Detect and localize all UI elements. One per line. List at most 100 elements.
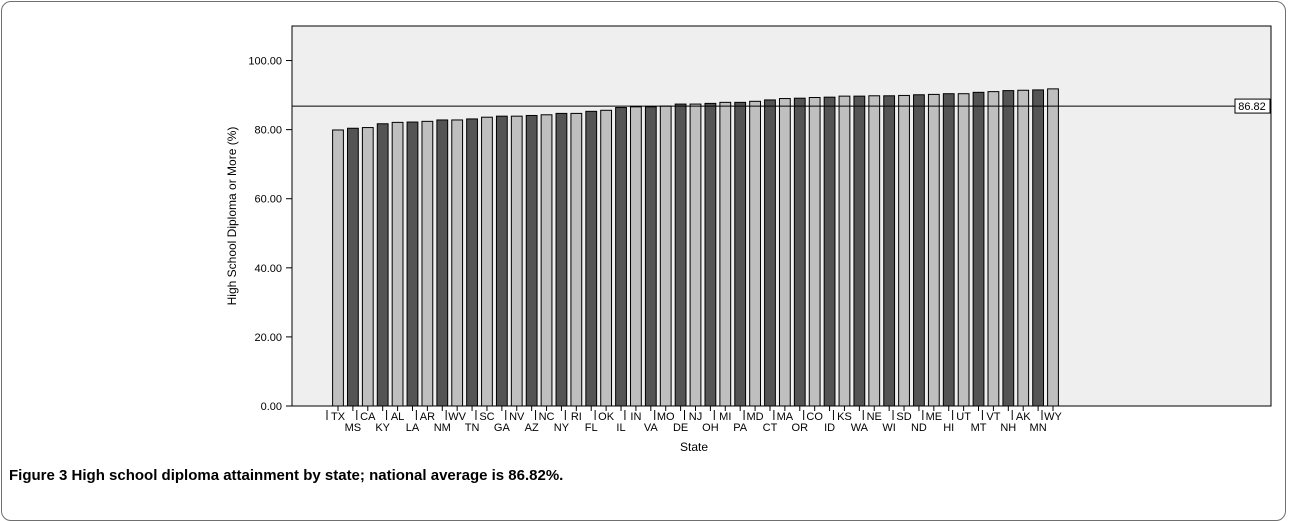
bar-AZ — [525, 114, 538, 407]
bar-KS — [838, 95, 851, 407]
y-tick-label: 60.00 — [254, 194, 282, 206]
bar-DE — [674, 103, 687, 407]
y-tick-label: 0.00 — [261, 401, 282, 413]
bar-WV — [451, 119, 464, 407]
x-tick-label: SC — [479, 411, 494, 423]
figure-caption: Figure 3 High school diploma attainment … — [9, 467, 563, 484]
x-tick-label: CO — [806, 411, 823, 423]
x-tick-label: OK — [598, 411, 615, 423]
bar-AR — [421, 120, 434, 407]
x-tick-label: ND — [911, 422, 927, 434]
x-tick-label: WY — [1044, 411, 1062, 423]
bar-CO — [808, 97, 821, 407]
x-tick-label: IL — [616, 422, 625, 434]
x-tick-label: MO — [657, 411, 675, 423]
bar-NH — [1002, 90, 1015, 407]
y-tick-label: 20.00 — [254, 332, 282, 344]
x-tick-label: MT — [971, 422, 987, 434]
bar-WI — [883, 95, 896, 407]
bar-AL — [391, 121, 404, 407]
x-tick-label: NJ — [689, 411, 702, 423]
x-tick-label: GA — [494, 422, 511, 434]
x-tick-label: FL — [585, 422, 598, 434]
x-tick-label: AL — [391, 411, 404, 423]
bar-MO — [659, 105, 672, 407]
x-tick-label: RI — [571, 411, 582, 423]
x-tick-label: AZ — [525, 422, 539, 434]
bar-TN — [466, 118, 478, 407]
x-tick-label: OR — [792, 422, 809, 434]
x-tick-label: NV — [509, 411, 525, 423]
x-tick-label: VT — [986, 411, 1000, 423]
bar-MI — [719, 101, 732, 407]
x-tick-label: WV — [448, 411, 466, 423]
bar-OH — [704, 102, 717, 407]
bar-OK — [600, 109, 613, 407]
x-tick-label: KS — [837, 411, 852, 423]
bar-SC — [481, 116, 493, 407]
bar-VA — [644, 106, 657, 407]
x-tick-label: NM — [434, 422, 451, 434]
bar-LA — [406, 121, 419, 407]
reference-label-box — [1234, 98, 1271, 114]
x-tick-label: PA — [733, 422, 748, 434]
x-tick-label: AK — [1016, 411, 1031, 423]
x-tick-label: HI — [943, 422, 954, 434]
bar-GA — [495, 115, 508, 407]
bar-OR — [793, 97, 806, 407]
bar-FL — [585, 110, 598, 407]
bar-WA — [853, 95, 866, 407]
bar-NY — [555, 112, 568, 407]
y-tick-label: 80.00 — [254, 125, 282, 137]
x-tick-label: TX — [331, 411, 346, 423]
bar-MA — [778, 98, 791, 407]
x-tick-label: AR — [420, 411, 435, 423]
bar-SD — [898, 94, 910, 407]
bar-RI — [570, 112, 583, 407]
x-tick-label: MN — [1030, 422, 1047, 434]
bar-UT — [957, 93, 970, 407]
y-tick-label: 100.00 — [248, 56, 282, 68]
bar-NE — [868, 95, 881, 407]
caption-text: High school diploma attainment by state;… — [71, 467, 564, 484]
x-tick-label: LA — [406, 422, 420, 434]
bar-VT — [987, 91, 1000, 407]
x-tick-label: NH — [1000, 422, 1016, 434]
bar-NM — [436, 119, 449, 407]
x-tick-label: SD — [896, 411, 911, 423]
bar-MD — [749, 100, 761, 407]
reference-value-label: 86.82 — [1238, 101, 1266, 113]
x-tick-label: CT — [763, 422, 778, 434]
x-tick-label: ID — [824, 422, 835, 434]
x-axis-title: State — [680, 440, 708, 454]
x-tick-label: MS — [345, 422, 362, 434]
x-tick-label: OH — [702, 422, 719, 434]
bar-CA — [361, 127, 374, 407]
x-tick-label: TN — [465, 422, 480, 434]
bar-IN — [630, 106, 642, 407]
y-axis-title: High School Diploma or More (%) — [225, 127, 239, 306]
x-tick-label: NY — [554, 422, 570, 434]
caption-label: Figure 3 — [9, 467, 68, 484]
bar-AK — [1017, 89, 1030, 407]
bar-CT — [764, 99, 776, 407]
x-tick-label: VA — [644, 422, 659, 434]
x-tick-label: UT — [956, 411, 971, 423]
x-tick-label: NE — [867, 411, 882, 423]
bar-NJ — [689, 103, 702, 407]
x-tick-label: DE — [673, 422, 688, 434]
x-tick-label: MI — [719, 411, 731, 423]
x-tick-label: KY — [375, 422, 390, 434]
bar-ID — [823, 96, 836, 407]
y-tick-label: 40.00 — [254, 263, 282, 275]
x-tick-label: NC — [539, 411, 555, 423]
bar-MN — [1032, 89, 1045, 407]
bar-WY — [1047, 88, 1059, 407]
bar-TX — [332, 129, 344, 407]
bar-NV — [510, 115, 523, 407]
x-tick-label: CA — [360, 411, 376, 423]
bar-IL — [615, 107, 627, 407]
bar-ND — [913, 94, 925, 407]
x-tick-label: IN — [630, 411, 641, 423]
